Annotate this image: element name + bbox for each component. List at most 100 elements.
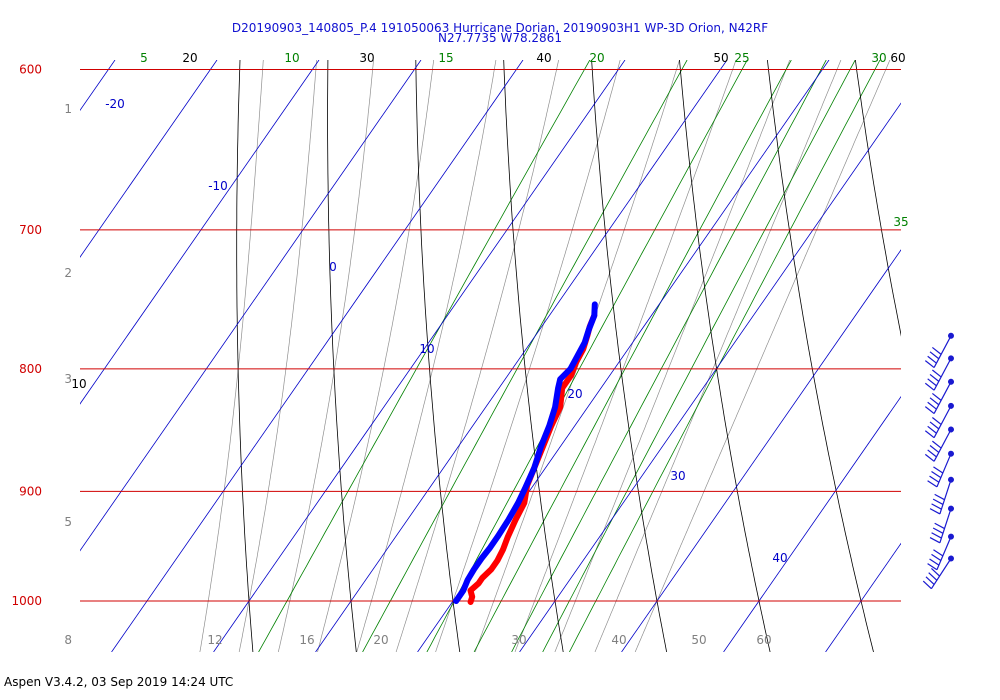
wind-barb-flag — [929, 351, 940, 360]
isotherm-line — [519, 102, 901, 652]
isotherm-line — [80, 60, 116, 112]
wind-barb-shaft — [936, 453, 952, 488]
isotherm-line — [213, 60, 626, 652]
wind-barb-flag — [927, 480, 938, 488]
dewpoint-profile-point — [460, 587, 466, 594]
chart-title: D20190903_140805_P.4 191050063 Hurricane… — [231, 21, 769, 35]
temperature-profile-point — [467, 587, 474, 594]
dewpoint-profile-point — [546, 423, 552, 429]
isotherm-label: -20 — [105, 97, 125, 111]
isotherm-line — [80, 60, 422, 552]
wind-barb-flag — [929, 397, 940, 406]
wind-barb-flag — [929, 537, 941, 544]
wind-barb-flag — [929, 558, 940, 566]
wind-barb-station — [948, 476, 954, 483]
height-km-label: 1 — [64, 102, 72, 116]
temperature-tick-label: 12 — [207, 633, 222, 647]
temperature-profile-point — [568, 372, 574, 378]
mixing-ratio-line — [362, 60, 688, 652]
moist-adiabat-line — [238, 60, 317, 652]
dewpoint-profile-point — [495, 534, 501, 540]
mixing-ratio-label: 30 — [871, 51, 886, 65]
temperature-tick-label: 60 — [756, 633, 771, 647]
wind-barb-flag — [934, 522, 945, 530]
wind-barb-flag — [929, 508, 941, 515]
dry-adiabat-line — [415, 60, 461, 652]
wind-barb-flag — [924, 430, 935, 439]
moist-adiabat-line — [514, 60, 737, 652]
wind-barb-flag — [924, 453, 935, 462]
mixing-ratio-label: 15 — [438, 51, 453, 65]
isobar-label: 800 — [19, 362, 42, 376]
wind-barb-flag — [924, 360, 935, 369]
moist-adiabat-line — [395, 60, 559, 652]
wind-barb-flag — [931, 346, 942, 355]
wind-barb-flag — [929, 373, 940, 382]
isotherm-label: 0 — [329, 260, 337, 274]
mixing-ratio-label: 10 — [284, 51, 299, 65]
moist-adiabat-line — [554, 60, 791, 652]
temperature-tick-label: 20 — [373, 633, 388, 647]
dry-adiabat-line — [679, 60, 771, 652]
dry-adiabat-label: 20 — [182, 51, 197, 65]
wind-barb-flag — [934, 493, 945, 501]
temperature-profile-point — [476, 580, 482, 586]
wind-barb-shaft — [933, 429, 952, 462]
dewpoint-profile-point — [531, 465, 537, 471]
wind-barb-flag — [932, 527, 944, 534]
temperature-tick-label: 40 — [611, 633, 626, 647]
temperature-profile-point — [479, 575, 485, 581]
dewpoint-profile-point — [487, 545, 493, 551]
dry-adiabat-label: 10 — [71, 377, 86, 391]
moist-adiabat-line — [435, 60, 621, 652]
mixing-ratio-label: 5 — [140, 51, 148, 65]
height-km-label: 8 — [64, 633, 72, 647]
dewpoint-profile-point — [567, 366, 574, 372]
dry-adiabat-label: 30 — [359, 51, 374, 65]
mixing-ratio-label: 25 — [734, 51, 749, 65]
dewpoint-profile-point — [575, 353, 581, 359]
wind-barb — [924, 355, 954, 391]
dewpoint-profile-point — [478, 555, 485, 562]
dewpoint-profile-point — [538, 443, 544, 450]
dry-adiabat-line — [855, 60, 901, 337]
isotherm-label: 40 — [772, 551, 787, 565]
mixing-ratio-label: 35 — [893, 215, 908, 229]
moist-adiabat-line — [634, 60, 891, 652]
wind-barb-shaft — [933, 358, 952, 391]
wind-barb-flag — [927, 378, 937, 387]
wind-barb-flag — [925, 576, 935, 585]
wind-barb-flag — [922, 580, 932, 590]
dewpoint-profile-point — [465, 577, 471, 583]
wind-barb-shaft — [939, 508, 952, 544]
isobar-label: 900 — [19, 484, 42, 498]
dry-adiabat-label: 40 — [536, 51, 551, 65]
footer-version: Aspen V3.4.2, 03 Sep 2019 14:24 UTC — [4, 675, 234, 689]
dewpoint-profile-point — [515, 500, 521, 506]
wind-barb-flag — [927, 425, 937, 434]
dewpoint-profile-point — [555, 385, 561, 391]
dry-adiabat-line — [503, 60, 564, 652]
wind-barb — [924, 402, 954, 439]
wind-barb — [929, 505, 954, 544]
temperature-profile-point — [468, 599, 474, 605]
temperature-profile-point — [505, 534, 511, 540]
dewpoint-profile-point — [582, 339, 588, 346]
isotherm-label: -10 — [208, 179, 228, 193]
wind-barb-flag — [931, 392, 942, 401]
dewpoint-profile-point — [591, 312, 597, 319]
dry-adiabat-line — [327, 60, 357, 652]
dewpoint-profile-point — [522, 486, 528, 492]
wind-barb-shaft — [939, 479, 952, 515]
wind-barb-flag — [932, 498, 944, 505]
isotherm-line — [723, 395, 901, 652]
temperature-profile-point — [521, 500, 527, 506]
dewpoint-profile-point — [505, 517, 511, 523]
dewpoint-profile-point — [552, 404, 558, 410]
isobar-label: 700 — [19, 223, 42, 237]
wind-barb-flag — [931, 369, 942, 378]
wind-barb-flag — [924, 382, 935, 391]
wind-barb-shaft — [936, 536, 952, 570]
chart-subtitle: N27.7735 W78.2861 — [438, 31, 562, 45]
